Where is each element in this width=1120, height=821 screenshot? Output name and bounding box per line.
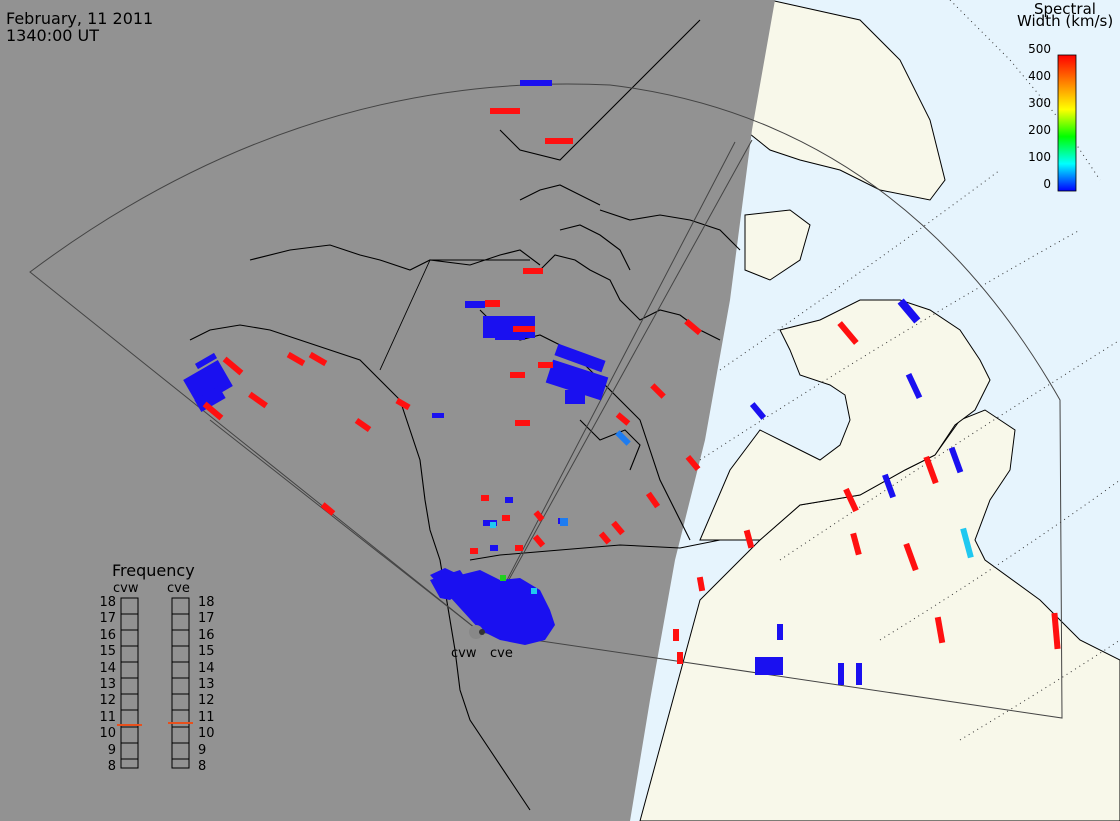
frequency-scale-label-cvw: 10 <box>99 726 116 742</box>
date-label: February, 11 2011 <box>6 9 154 28</box>
colorbar-tick: 400 <box>1028 69 1051 83</box>
colorbar-tick: 300 <box>1028 96 1051 110</box>
frequency-scale-label-cve: 10 <box>198 726 215 742</box>
frequency-scale-label-cve: 8 <box>198 759 207 774</box>
frequency-radar-label-cvw: cvw <box>113 581 139 596</box>
frequency-scale-label-cvw: 11 <box>99 709 116 725</box>
site-label-cve: cve <box>490 646 513 661</box>
frequency-scale-label-cvw: 8 <box>107 759 116 774</box>
time-label: 1340:00 UT <box>6 26 100 45</box>
frequency-scale-label-cvw: 18 <box>99 595 116 610</box>
frequency-scale-label-cvw: 13 <box>99 677 116 692</box>
frequency-radar-label-cve: cve <box>167 581 190 596</box>
day-land <box>639 0 1120 821</box>
frequency-scale-label-cve: 15 <box>198 644 215 660</box>
night-region <box>0 0 775 821</box>
colorbar-title-line1: Spectral <box>1034 0 1096 18</box>
colorbar-tick: 0 <box>1043 177 1051 191</box>
frequency-scale-label-cve: 12 <box>198 693 215 709</box>
frequency-scale-label-cvw: 14 <box>99 660 116 676</box>
site-label-cvw: cvw <box>451 646 477 661</box>
colorbar-tick: 100 <box>1028 150 1051 164</box>
frequency-scale-label-cve: 13 <box>198 677 215 692</box>
colorbar-title-line2: Width (km/s) <box>1017 12 1114 30</box>
data-cells <box>183 80 1061 685</box>
frequency-scale-label-cvw: 9 <box>107 742 116 758</box>
frequency-boxes <box>120 597 190 769</box>
frequency-scale-label-cvw: 16 <box>99 627 116 643</box>
site-cve-icon <box>479 629 485 635</box>
frequency-scale-label-cvw: 15 <box>99 644 116 660</box>
frequency-title: Frequency <box>112 561 195 580</box>
frequency-scale-label-cvw: 12 <box>99 693 116 709</box>
colorbar-tick: 500 <box>1028 42 1051 56</box>
site-cvw-icon <box>469 625 483 639</box>
frequency-scale-label-cve: 17 <box>198 611 215 627</box>
grid-lines <box>699 0 1120 741</box>
colorbar <box>1057 54 1077 192</box>
frequency-scale-label-cve: 18 <box>198 595 215 610</box>
colorbar-tick: 200 <box>1028 123 1051 137</box>
frequency-scale-label-cve: 14 <box>198 660 215 676</box>
frequency-scale-label-cve: 11 <box>198 709 215 725</box>
radar-sites <box>469 625 485 639</box>
frequency-scale-label-cvw: 17 <box>99 611 116 627</box>
frequency-scale-label-cve: 16 <box>198 627 215 643</box>
frequency-scale-label-cve: 9 <box>198 742 207 758</box>
